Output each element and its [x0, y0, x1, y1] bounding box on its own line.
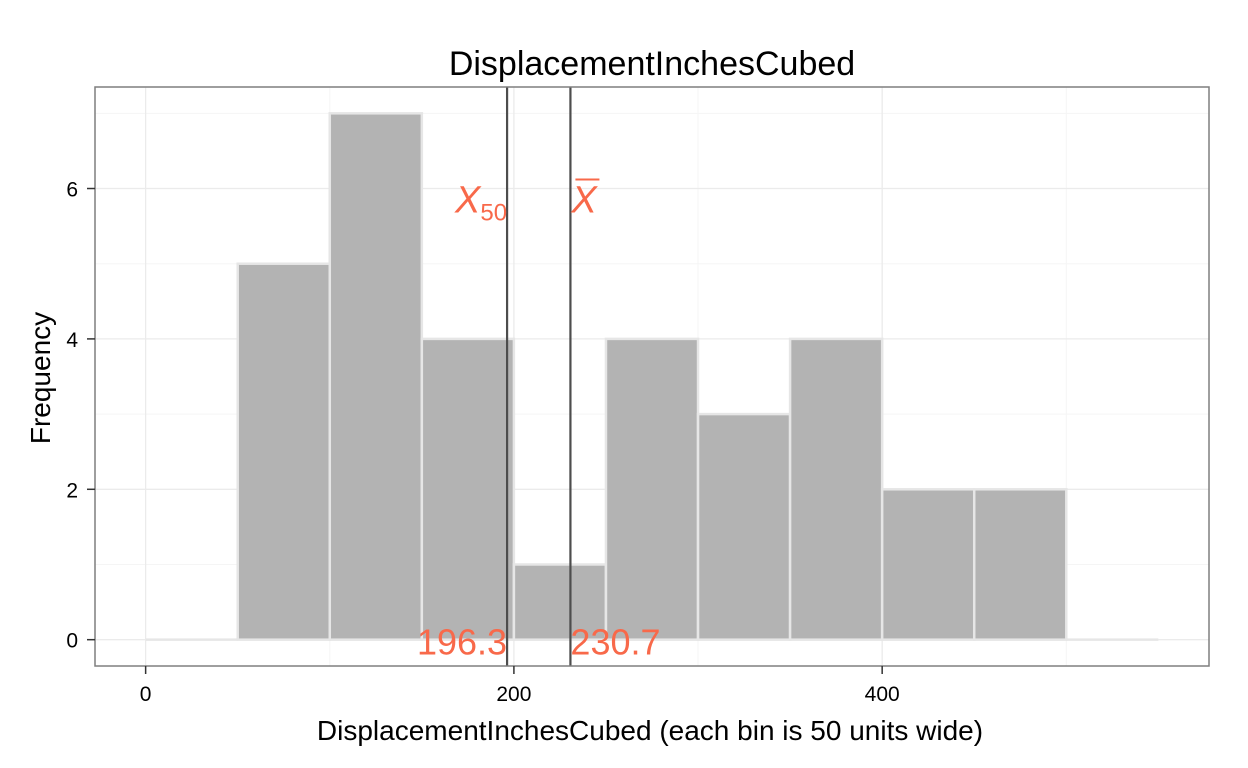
bars [145, 112, 1159, 641]
x-axis-title: DisplacementInchesCubed (each bin is 50 … [317, 715, 983, 746]
y-tick-label: 6 [66, 179, 78, 202]
median-value-label: 196.3 [417, 622, 507, 663]
histogram-bar [788, 337, 884, 641]
plot-border [94, 86, 1210, 667]
histogram-bar [880, 488, 976, 641]
histogram-bar [972, 488, 1068, 641]
x-tick-label: 400 [865, 683, 900, 706]
histogram-bar [604, 337, 700, 641]
y-tick-label: 2 [66, 479, 78, 502]
axes: 0 200 400 0 2 4 6 [66, 179, 899, 706]
y-tick-label: 4 [66, 329, 78, 352]
histogram-bar [328, 112, 424, 641]
y-tick-label: 0 [66, 630, 78, 653]
mean-value-label: 230.7 [570, 622, 660, 663]
histogram-bar [236, 262, 332, 641]
x-tick-label: 0 [140, 683, 152, 706]
histogram-bar [420, 337, 516, 641]
median-symbol: X50 [454, 180, 507, 227]
reference-lines: 196.3 X50 230.7 X [417, 87, 661, 666]
histogram-bar [512, 563, 608, 641]
x-tick-label: 200 [496, 683, 531, 706]
mean-symbol: X [570, 180, 598, 222]
y-axis-title: Frequency [25, 312, 56, 444]
histogram-bar [696, 412, 792, 641]
chart-title: DisplacementInchesCubed [449, 45, 855, 83]
